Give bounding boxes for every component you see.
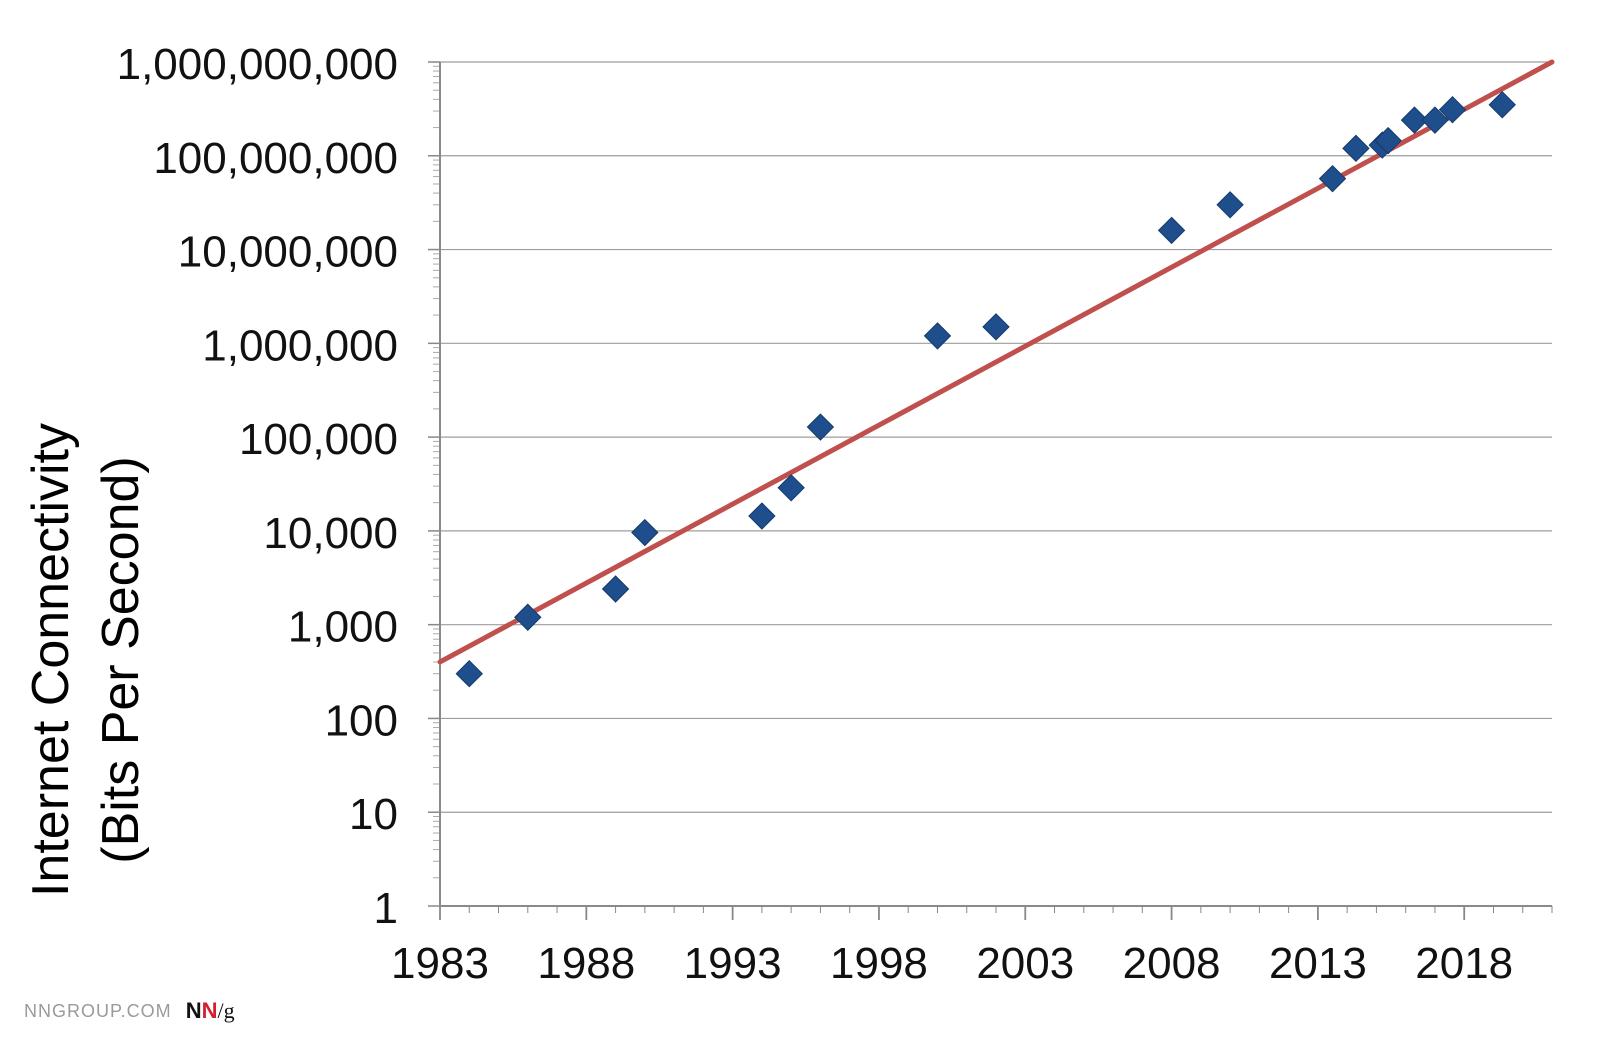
x-tick-label: 2018 (1415, 939, 1513, 988)
data-point (777, 474, 805, 502)
data-point (1318, 164, 1347, 193)
y-tick-label: 100,000,000 (153, 134, 398, 183)
x-tick-label: 1983 (391, 939, 489, 988)
x-tick-label: 1993 (684, 939, 782, 988)
data-point (748, 502, 776, 530)
logo-letter-n1: N (185, 998, 202, 1023)
footer-site-text: NNGROUP.COM (24, 1000, 172, 1021)
x-tick-label: 1988 (537, 939, 635, 988)
x-tick-labels: 1983 1988 1993 1998 2003 2008 2013 2018 (391, 939, 1513, 988)
data-point (1216, 191, 1244, 219)
data-points-series (455, 91, 1516, 688)
x-tick-label: 2013 (1269, 939, 1367, 988)
data-point (1400, 106, 1429, 134)
y-tick-label: 10,000 (263, 509, 398, 558)
y-tick-label: 100,000 (239, 415, 398, 464)
data-point (982, 313, 1010, 341)
data-point (601, 575, 630, 603)
grid-lines (440, 61, 1552, 813)
y-tick-label: 10 (349, 790, 398, 839)
y-tick-labels: 1 10 100 1,000 10,000 100,000 1,000,000 10,000,… (117, 40, 398, 933)
y-tick-label: 1,000 (288, 603, 398, 652)
trend-line-series (437, 59, 1555, 665)
x-tick-label: 1998 (830, 939, 928, 988)
x-tick-label: 2008 (1123, 939, 1221, 988)
data-point (806, 413, 835, 441)
y-tick-label: 1,000,000 (202, 321, 398, 370)
y-axis-label-line2: (Bits Per Second) (92, 456, 150, 864)
data-point (1421, 106, 1449, 134)
data-point (923, 322, 952, 350)
y-tick-label: 100 (325, 696, 398, 745)
data-point (1438, 95, 1467, 124)
data-point (1488, 91, 1516, 119)
x-tick-label: 2003 (976, 939, 1074, 988)
data-point (1157, 216, 1186, 245)
data-point (1342, 134, 1370, 163)
logo-letter-n2: N (201, 998, 218, 1023)
footer: NNGROUP.COM N N /g (24, 998, 235, 1024)
logo-slash-g: /g (217, 998, 235, 1023)
data-point (1374, 126, 1402, 155)
data-point (631, 518, 659, 547)
data-point (455, 659, 483, 688)
y-tick-label: 1,000,000,000 (117, 40, 398, 89)
nng-logo: N N /g (186, 998, 235, 1024)
y-tick-label: 1 (374, 884, 398, 933)
trend-line (437, 59, 1555, 665)
y-axis-label-line1: Internet Connectivity (22, 423, 80, 897)
axes (428, 61, 1553, 920)
data-point (514, 603, 542, 631)
y-tick-label: 10,000,000 (178, 228, 398, 277)
